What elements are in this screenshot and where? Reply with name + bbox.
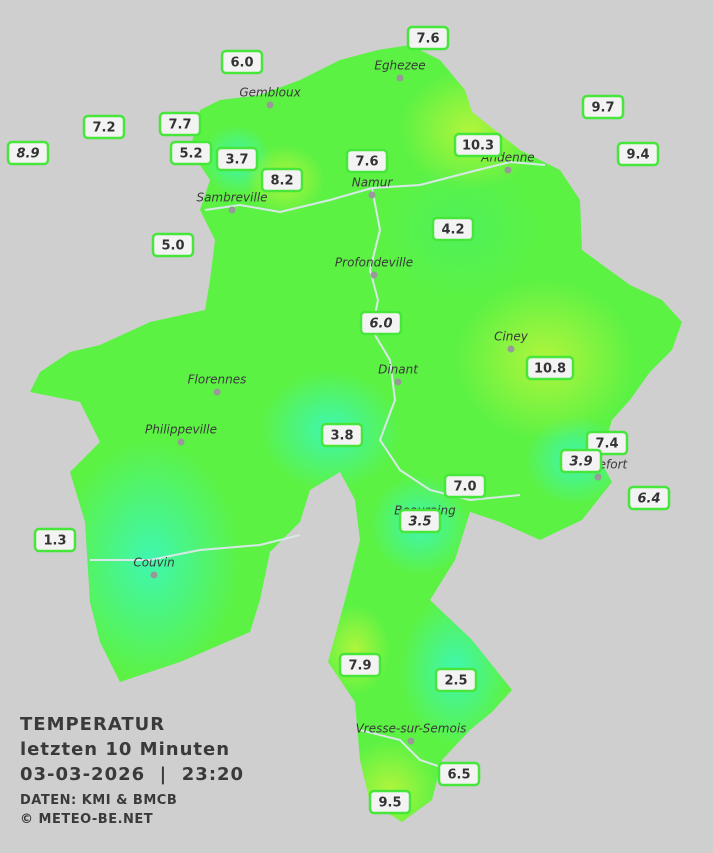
station-box bbox=[151, 232, 195, 258]
station-box bbox=[215, 146, 259, 172]
station-value: 7.2 bbox=[92, 121, 115, 136]
station-value: 3.9 bbox=[569, 455, 592, 470]
station-value: 4.2 bbox=[441, 223, 464, 238]
city-label: Florennes bbox=[188, 373, 247, 387]
station-box bbox=[627, 485, 671, 511]
station-box bbox=[338, 652, 382, 678]
station-value: 1.3 bbox=[43, 534, 66, 549]
city-dot bbox=[594, 473, 602, 481]
station-value: 3.7 bbox=[225, 153, 248, 168]
station-box bbox=[398, 508, 442, 534]
station-box bbox=[345, 148, 389, 174]
station-box bbox=[585, 430, 629, 456]
city-dot bbox=[407, 737, 415, 745]
station-value: 9.7 bbox=[591, 101, 614, 116]
station-value: 2.5 bbox=[444, 674, 467, 689]
station-box bbox=[169, 140, 213, 166]
city-label: Namur bbox=[352, 176, 394, 190]
station-box bbox=[33, 527, 77, 553]
station-box bbox=[525, 355, 575, 381]
city-label: Vresse-sur-Semois bbox=[356, 722, 467, 736]
city-dot bbox=[177, 438, 185, 446]
city-dot bbox=[266, 101, 274, 109]
legend-block: TEMPERATUR letzten 10 Minuten 03-03-2026… bbox=[20, 714, 244, 827]
station-value: 5.2 bbox=[179, 147, 202, 162]
city-label: Ciney bbox=[494, 330, 529, 344]
cities: EghezeeGemblouxAndenneNamurSambrevillePr… bbox=[133, 59, 629, 745]
rivers bbox=[90, 160, 546, 771]
station-box bbox=[616, 141, 660, 167]
station-box bbox=[368, 789, 412, 815]
city-dot bbox=[504, 166, 512, 174]
station-box bbox=[359, 310, 403, 336]
station-value: 7.9 bbox=[348, 659, 371, 674]
city-dot bbox=[394, 378, 402, 386]
city-label: Couvin bbox=[133, 556, 174, 570]
title-line: letzten 10 Minuten bbox=[20, 739, 230, 760]
station-value: 10.3 bbox=[462, 139, 494, 154]
station-value: 5.0 bbox=[161, 239, 184, 254]
station-value: 7.6 bbox=[355, 155, 378, 170]
station-value: 7.4 bbox=[595, 437, 618, 452]
station-value: 7.7 bbox=[168, 118, 191, 133]
station-value: 7.6 bbox=[416, 32, 439, 47]
station-box bbox=[82, 114, 126, 140]
station-value: 6.0 bbox=[369, 317, 392, 332]
city-label: Sambreville bbox=[196, 191, 267, 205]
station-box bbox=[6, 140, 50, 166]
stations: 7.6 6.0 9.7 7.2 7.7 8.9 10.3 9.4 5.2 3.7 7.6 8.2 4.2… bbox=[6, 25, 671, 815]
city-dot bbox=[228, 206, 236, 214]
city-dot bbox=[368, 191, 376, 199]
city-dot bbox=[396, 74, 404, 82]
station-value: 8.9 bbox=[16, 147, 39, 162]
station-value: 10.8 bbox=[534, 362, 566, 377]
station-box bbox=[260, 167, 304, 193]
station-value: 3.8 bbox=[330, 429, 353, 444]
station-box bbox=[581, 94, 625, 120]
station-box bbox=[443, 473, 487, 499]
station-value: 9.4 bbox=[626, 148, 649, 163]
city-label: Eghezee bbox=[374, 59, 425, 73]
source-line: © METEO-BE.NET bbox=[20, 812, 153, 827]
title-line: 03-03-2026 | 23:20 bbox=[20, 764, 244, 785]
station-box bbox=[453, 132, 503, 158]
city-dot bbox=[507, 345, 515, 353]
station-value: 6.0 bbox=[230, 56, 253, 71]
station-value: 9.5 bbox=[378, 796, 401, 811]
station-box bbox=[406, 25, 450, 51]
station-value: 6.4 bbox=[637, 492, 660, 507]
city-label: Gembloux bbox=[239, 86, 301, 100]
city-label: Profondeville bbox=[335, 256, 413, 270]
source-line: DATEN: KMI & BMCB bbox=[20, 793, 177, 808]
station-value: 3.5 bbox=[408, 515, 431, 530]
station-box bbox=[434, 667, 478, 693]
station-box bbox=[158, 111, 202, 137]
station-value: 6.5 bbox=[447, 768, 470, 783]
station-box bbox=[320, 422, 364, 448]
station-box bbox=[431, 216, 475, 242]
title-line: TEMPERATUR bbox=[20, 714, 165, 735]
city-dot bbox=[370, 271, 378, 279]
station-value: 8.2 bbox=[270, 174, 293, 189]
station-box bbox=[559, 448, 603, 474]
city-label: Dinant bbox=[378, 363, 419, 377]
city-label: Philippeville bbox=[145, 423, 217, 437]
city-dot bbox=[150, 571, 158, 579]
station-box bbox=[220, 49, 264, 75]
station-value: 7.0 bbox=[453, 480, 476, 495]
city-dot bbox=[213, 388, 221, 396]
station-box bbox=[437, 761, 481, 787]
